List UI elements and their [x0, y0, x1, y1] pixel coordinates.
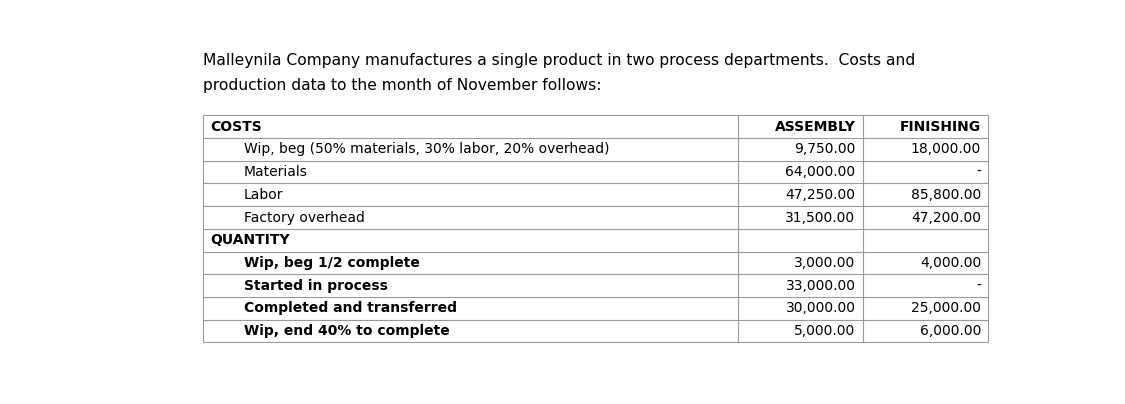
- Text: 25,000.00: 25,000.00: [911, 301, 981, 316]
- Text: Labor: Labor: [243, 188, 284, 202]
- Text: Malleynila Company manufactures a single product in two process departments.  Co: Malleynila Company manufactures a single…: [204, 53, 916, 68]
- Text: Started in process: Started in process: [243, 279, 387, 292]
- Text: 3,000.00: 3,000.00: [794, 256, 856, 270]
- Text: 6,000.00: 6,000.00: [920, 324, 981, 338]
- Text: 5,000.00: 5,000.00: [794, 324, 856, 338]
- Text: -: -: [976, 279, 981, 292]
- Text: 9,750.00: 9,750.00: [794, 143, 856, 156]
- Text: 30,000.00: 30,000.00: [785, 301, 856, 316]
- Text: Materials: Materials: [243, 165, 307, 179]
- Text: 18,000.00: 18,000.00: [911, 143, 981, 156]
- Text: Wip, beg 1/2 complete: Wip, beg 1/2 complete: [243, 256, 420, 270]
- Text: 31,500.00: 31,500.00: [785, 210, 856, 225]
- Text: production data to the month of November follows:: production data to the month of November…: [204, 78, 602, 93]
- Text: Factory overhead: Factory overhead: [243, 210, 364, 225]
- Text: FINISHING: FINISHING: [900, 120, 981, 134]
- Text: 47,200.00: 47,200.00: [911, 210, 981, 225]
- Text: 85,800.00: 85,800.00: [911, 188, 981, 202]
- Text: COSTS: COSTS: [210, 120, 262, 134]
- Text: -: -: [976, 165, 981, 179]
- Text: Completed and transferred: Completed and transferred: [243, 301, 457, 316]
- Text: 47,250.00: 47,250.00: [785, 188, 856, 202]
- Text: 64,000.00: 64,000.00: [785, 165, 856, 179]
- Text: 4,000.00: 4,000.00: [920, 256, 981, 270]
- Text: Wip, beg (50% materials, 30% labor, 20% overhead): Wip, beg (50% materials, 30% labor, 20% …: [243, 143, 609, 156]
- Text: Wip, end 40% to complete: Wip, end 40% to complete: [243, 324, 449, 338]
- Text: ASSEMBLY: ASSEMBLY: [775, 120, 856, 134]
- Text: 33,000.00: 33,000.00: [785, 279, 856, 292]
- Text: QUANTITY: QUANTITY: [210, 233, 290, 247]
- Bar: [204, 116, 988, 343]
